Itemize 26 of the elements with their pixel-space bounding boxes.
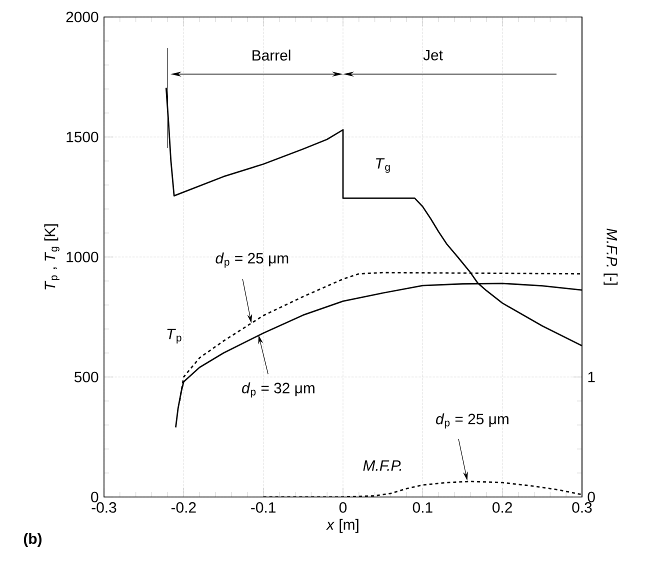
x-tick-label: -0.1 [251,502,276,513]
annotation: d$_{p}$ = 25 μm [436,413,508,428]
text: (b) [24,533,42,547]
x-tick-label: 0.2 [492,502,512,513]
y2-tick-label: 0 [588,492,595,502]
x-tick-label: -0.2 [171,502,196,513]
x-axis-title: x [m] [326,518,358,533]
y-tick-label: 1000 [66,252,98,262]
annotation: Jet [423,50,443,60]
y-tick-label: 0 [91,492,98,502]
x-tick-label: 0.1 [412,502,432,513]
x-tick-label: 0.3 [572,502,592,513]
annotation: M.F.P. [363,460,402,471]
y-tick-label: 500 [74,372,98,382]
x-tick-label: 0 [339,502,347,513]
y-axis-title: T$_{p}$ , T$_{g}$ [K] [44,224,60,290]
y2-axis-title: M.F.P. [-] [604,228,618,285]
annotation: d$_{p}$ = 32 μm [242,382,314,398]
y2-tick-label: 1 [588,372,595,382]
annotation: T$_{p}$ [167,328,182,344]
annotation: d$_{p}$ = 25 μm [216,252,288,268]
y-tick-label: 2000 [66,12,98,22]
annotation: Barrel [252,50,290,61]
x-tick-label: -0.3 [92,502,116,513]
y-tick-label: 1500 [66,132,98,142]
annotation: T$_{g}$ [376,158,390,173]
